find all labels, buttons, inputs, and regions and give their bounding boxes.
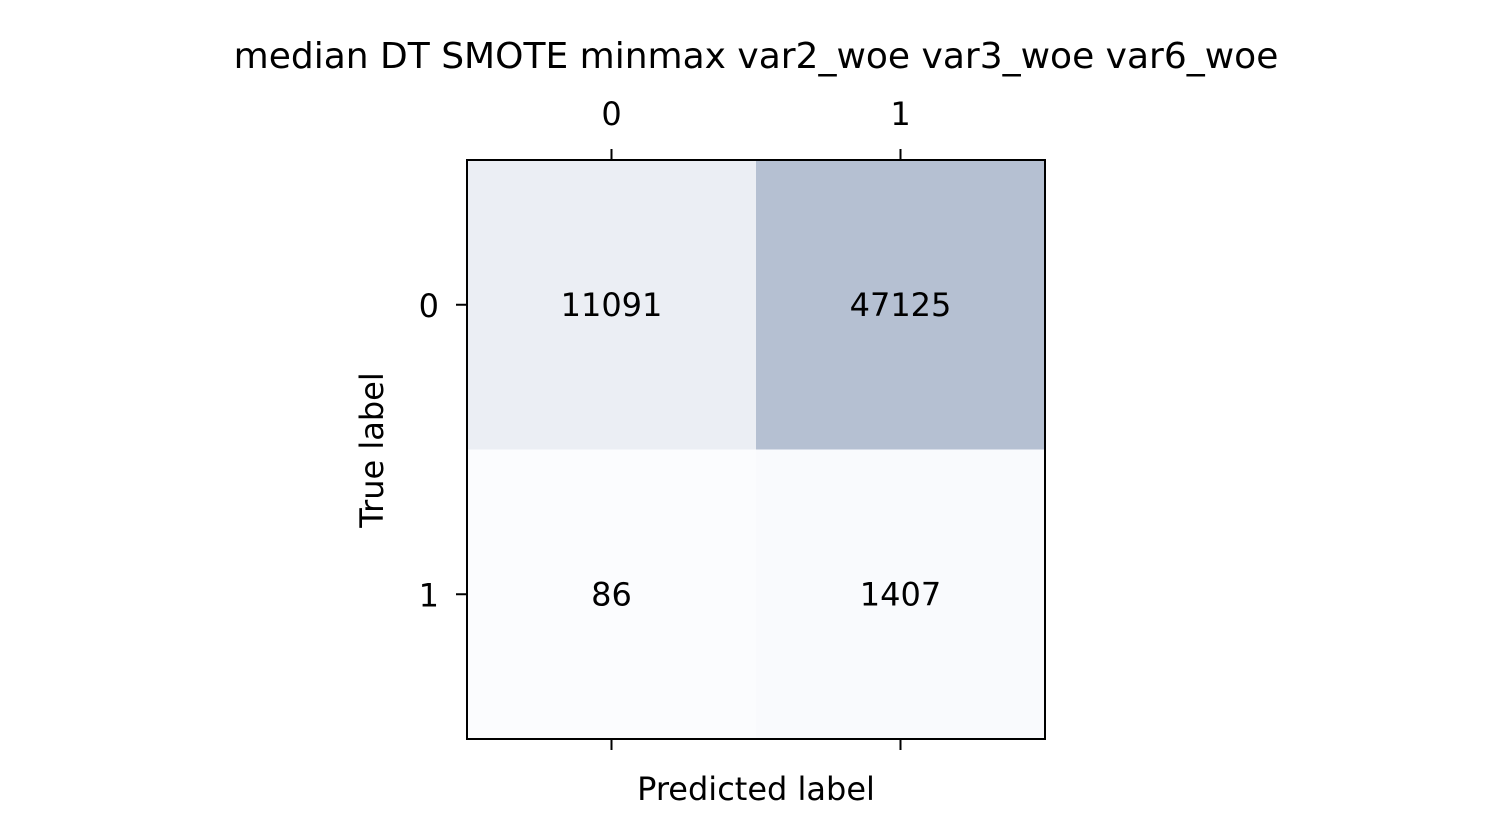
heatmap-cell-r0-c1 [756, 160, 1045, 450]
heatmap-cells [467, 160, 1045, 739]
heatmap-cell-r1-c0 [467, 449, 756, 739]
y-axis-ticks: 01 [419, 287, 467, 614]
x-axis-bottom-ticks [610, 739, 902, 750]
heatmap-cell-r1-c1 [756, 449, 1045, 739]
cell-value-label-r0-c1: 47125 [850, 286, 952, 324]
x-tick-label-0: 0 [601, 95, 621, 133]
cell-value-label-r0-c0: 11091 [561, 286, 663, 324]
cell-value-labels: 11091 47125 86 1407 [561, 286, 952, 614]
plot-frame [466, 159, 1046, 740]
heatmap-cell-r0-c0 [467, 160, 756, 450]
y-tick-label-0: 0 [419, 287, 439, 325]
y-tick-label-1: 1 [419, 576, 439, 614]
x-axis-label: Predicted label [637, 770, 875, 808]
y-axis-label: True label [353, 372, 391, 529]
cell-value-label-r1-c0: 86 [591, 575, 632, 613]
chart-title: median DT SMOTE minmax var2_woe var3_woe… [234, 36, 1279, 77]
x-tick-label-1: 1 [890, 95, 910, 133]
cell-value-label-r1-c1: 1407 [860, 575, 941, 613]
